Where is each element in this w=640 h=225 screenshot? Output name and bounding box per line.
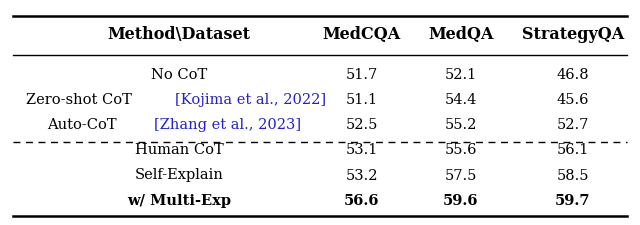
Text: 58.5: 58.5 — [557, 169, 589, 182]
Text: 54.4: 54.4 — [445, 93, 477, 107]
Text: 59.7: 59.7 — [555, 194, 591, 208]
Text: w/ Multi-Exp: w/ Multi-Exp — [127, 194, 231, 208]
Text: 45.6: 45.6 — [557, 93, 589, 107]
Text: Auto-CoT: Auto-CoT — [47, 118, 122, 132]
Text: Method\Dataset: Method\Dataset — [108, 26, 251, 43]
Text: 55.6: 55.6 — [445, 143, 477, 157]
Text: No CoT: No CoT — [151, 68, 207, 82]
Text: Self-Explain: Self-Explain — [135, 169, 223, 182]
Text: Zero-shot CoT: Zero-shot CoT — [26, 93, 137, 107]
Text: 56.6: 56.6 — [344, 194, 380, 208]
Text: 55.2: 55.2 — [445, 118, 477, 132]
Text: 56.1: 56.1 — [557, 143, 589, 157]
Text: Human CoT: Human CoT — [135, 143, 223, 157]
Text: 51.7: 51.7 — [346, 68, 378, 82]
Text: 53.1: 53.1 — [346, 143, 378, 157]
Text: 52.5: 52.5 — [346, 118, 378, 132]
Text: 52.7: 52.7 — [557, 118, 589, 132]
Text: 59.6: 59.6 — [443, 194, 479, 208]
Text: StrategyQA: StrategyQA — [522, 26, 624, 43]
Text: MedQA: MedQA — [428, 26, 493, 43]
Text: 53.2: 53.2 — [346, 169, 378, 182]
Text: MedCQA: MedCQA — [323, 26, 401, 43]
Text: [Zhang et al., 2023]: [Zhang et al., 2023] — [154, 118, 301, 132]
Text: [Kojima et al., 2022]: [Kojima et al., 2022] — [175, 93, 326, 107]
Text: 46.8: 46.8 — [557, 68, 589, 82]
Text: 51.1: 51.1 — [346, 93, 378, 107]
Text: 52.1: 52.1 — [445, 68, 477, 82]
Text: 57.5: 57.5 — [445, 169, 477, 182]
